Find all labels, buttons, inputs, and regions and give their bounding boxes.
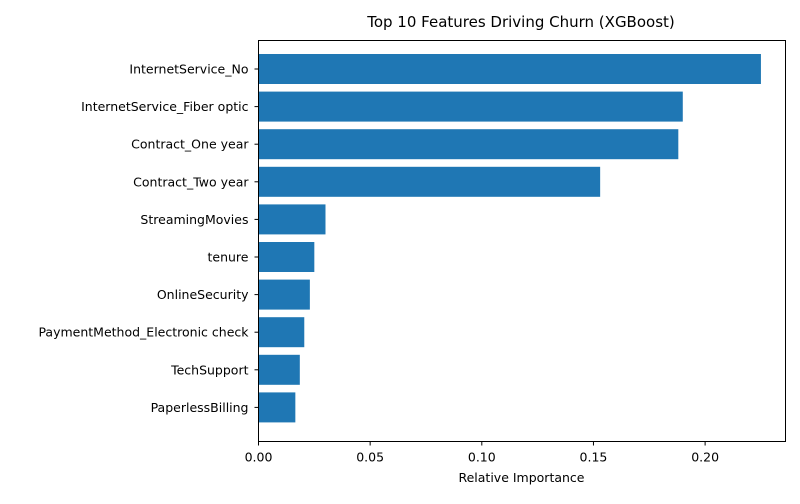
y-tick-label: InternetService_No	[129, 62, 248, 77]
bar-internetservice-no	[258, 54, 761, 84]
x-tick-label: 0.15	[580, 450, 608, 465]
bars-group	[258, 54, 761, 423]
bar-tenure	[258, 242, 315, 272]
y-tick-label: tenure	[208, 250, 249, 265]
x-tick-label: 0.00	[245, 450, 273, 465]
y-tick-label: Contract_Two year	[133, 174, 249, 189]
y-tick-label: OnlineSecurity	[157, 287, 249, 302]
x-tick-label: 0.20	[691, 450, 719, 465]
x-axis-label: Relative Importance	[458, 470, 584, 485]
y-axis-ticks: InternetService_No InternetService_Fiber …	[38, 62, 259, 415]
bar-internetservice-fiber-optic	[258, 91, 683, 122]
bar-contract-one-year	[258, 129, 679, 160]
y-tick-label: TechSupport	[170, 362, 249, 377]
bar-paymentmethod-electronic-check	[258, 317, 305, 348]
bar-onlinesecurity	[258, 279, 310, 310]
bar-techsupport	[258, 354, 300, 385]
plot-frame	[258, 40, 786, 442]
chart-title: Top 10 Features Driving Churn (XGBoost)	[366, 13, 675, 31]
x-axis-ticks: 0.00 0.05 0.10 0.15 0.20	[245, 441, 719, 465]
y-tick-label: Contract_One year	[131, 137, 249, 152]
x-tick-label: 0.05	[356, 450, 384, 465]
bar-paperlessbilling	[258, 392, 296, 423]
y-tick-label: PaperlessBilling	[151, 400, 249, 415]
x-tick-label: 0.10	[468, 450, 496, 465]
y-tick-label: StreamingMovies	[140, 212, 248, 227]
y-tick-label: InternetService_Fiber optic	[81, 99, 249, 114]
bar-streamingmovies	[258, 204, 326, 235]
bar-contract-two-year	[258, 166, 601, 197]
y-tick-label: PaymentMethod_Electronic check	[38, 325, 249, 340]
